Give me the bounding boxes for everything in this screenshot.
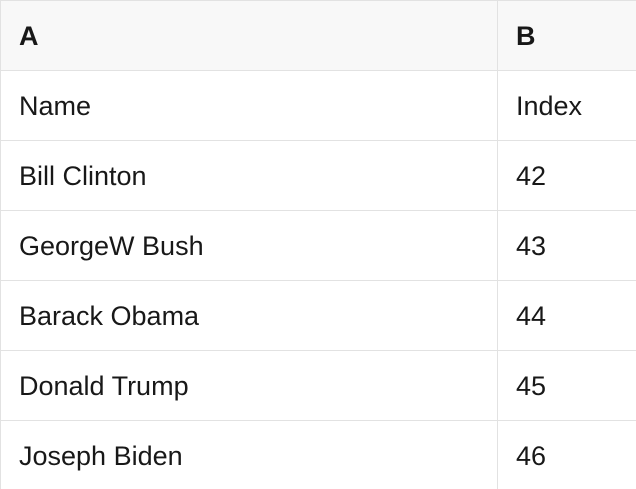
- column-header-a[interactable]: A: [0, 0, 498, 71]
- cell-name[interactable]: GeorgeW Bush: [0, 210, 498, 281]
- table-row: Barack Obama 44: [0, 280, 636, 351]
- table-row: Name Index: [0, 70, 636, 141]
- cell-index[interactable]: 46: [497, 420, 636, 489]
- table-row: GeorgeW Bush 43: [0, 210, 636, 281]
- column-header-b[interactable]: B: [497, 0, 636, 71]
- cell-name-header[interactable]: Name: [0, 70, 498, 141]
- cell-index[interactable]: 44: [497, 280, 636, 351]
- cell-name[interactable]: Joseph Biden: [0, 420, 498, 489]
- cell-name[interactable]: Donald Trump: [0, 350, 498, 421]
- cell-index[interactable]: 42: [497, 140, 636, 211]
- cell-name[interactable]: Bill Clinton: [0, 140, 498, 211]
- cell-index[interactable]: 45: [497, 350, 636, 421]
- table-row: Bill Clinton 42: [0, 140, 636, 211]
- column-header-row: A B: [0, 0, 636, 71]
- cell-name[interactable]: Barack Obama: [0, 280, 498, 351]
- cell-index-header[interactable]: Index: [497, 70, 636, 141]
- table-row: Donald Trump 45: [0, 350, 636, 421]
- table-row: Joseph Biden 46: [0, 420, 636, 489]
- cell-index[interactable]: 43: [497, 210, 636, 281]
